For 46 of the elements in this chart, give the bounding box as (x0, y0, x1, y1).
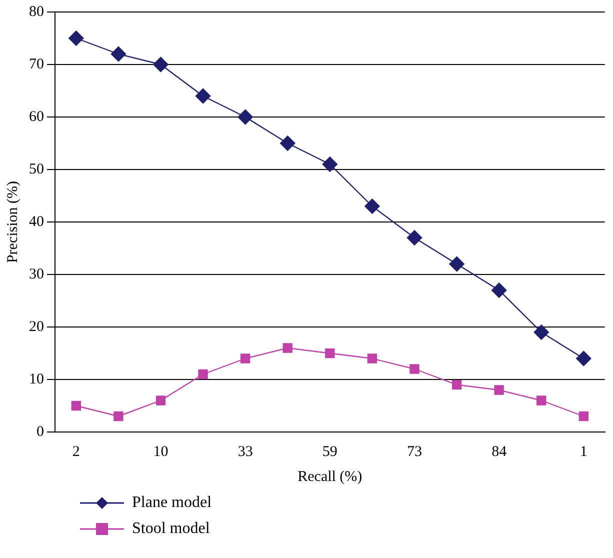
point (578, 411, 588, 422)
point (449, 256, 464, 272)
point (240, 354, 250, 364)
x-tick-label: 10 (153, 444, 168, 460)
y-tick-label: 40 (29, 214, 44, 230)
point (367, 354, 378, 364)
point (110, 46, 126, 62)
point (452, 380, 462, 390)
point (280, 136, 296, 151)
point (195, 88, 211, 104)
point (410, 364, 420, 374)
point (536, 396, 546, 406)
x-tick-label: 84 (492, 444, 508, 460)
x-tick-label: 1 (580, 444, 588, 460)
y-axis-title: Precision (%) (4, 180, 21, 264)
point (364, 198, 380, 214)
point (153, 56, 168, 72)
x-tick-label: 33 (238, 444, 253, 460)
x-tick-label: 2 (72, 444, 80, 460)
y-tick-label: 0 (36, 424, 44, 440)
point (406, 230, 422, 246)
y-tick-label: 30 (29, 266, 44, 282)
y-tick-label: 80 (29, 4, 44, 20)
x-axis-title: Recall (%) (298, 468, 362, 485)
legend-label: Plane model (132, 494, 212, 512)
point (576, 350, 592, 366)
point (71, 400, 81, 411)
point (534, 324, 549, 340)
y-tick-label: 60 (29, 108, 44, 125)
point (282, 343, 292, 353)
point (198, 369, 208, 380)
point (156, 396, 166, 406)
legend-label: Stool model (132, 520, 210, 538)
point (238, 109, 253, 125)
point (325, 348, 335, 358)
point (68, 30, 84, 46)
x-tick-label: 73 (406, 444, 422, 460)
point (494, 385, 504, 395)
point (322, 156, 338, 172)
point (114, 411, 124, 422)
y-tick-label: 20 (29, 318, 44, 335)
y-tick-label: 70 (29, 56, 44, 72)
y-tick-label: 10 (29, 371, 44, 388)
x-tick-label: 59 (322, 444, 338, 460)
y-tick-label: 50 (29, 161, 44, 178)
point (491, 282, 507, 298)
